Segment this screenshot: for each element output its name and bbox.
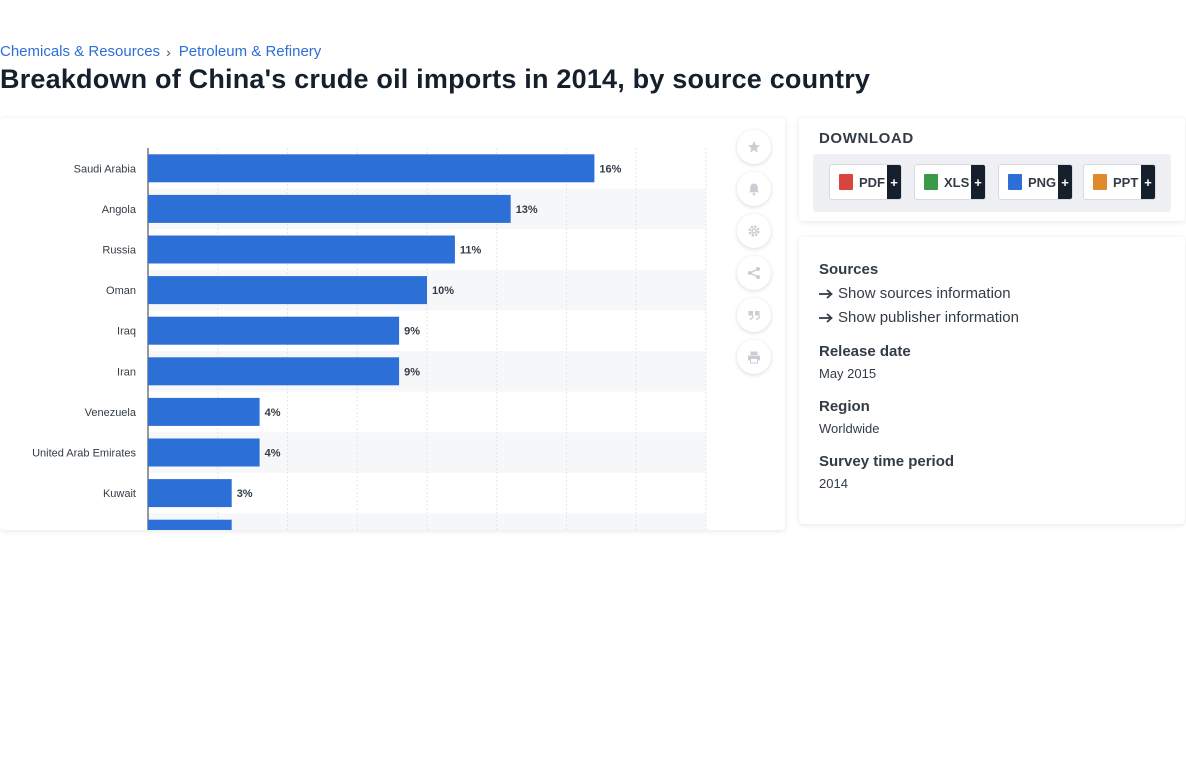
bar-partial — [148, 519, 232, 530]
page-title: Breakdown of China's crude oil imports i… — [0, 64, 871, 94]
settings-button[interactable] — [737, 214, 771, 248]
chart-card: Saudi Arabia 16% Angola 13% Russia 11% Oman 10%… — [0, 118, 785, 530]
category-label: Iraq — [117, 326, 136, 338]
download-ppt-plus[interactable]: + — [1141, 165, 1155, 199]
arrow-right-icon — [819, 312, 833, 323]
download-pdf-button[interactable]: PDF + — [829, 164, 902, 200]
download-title: DOWNLOAD — [819, 130, 914, 147]
notification-button[interactable] — [737, 172, 771, 206]
bar-russia — [148, 235, 455, 264]
region-value: Worldwide — [819, 421, 880, 436]
show-sources-label: Show sources information — [838, 285, 1011, 302]
bar-kuwait — [148, 479, 232, 508]
survey-period-value: 2014 — [819, 476, 848, 491]
value-label: 9% — [404, 326, 420, 338]
survey-period-heading: Survey time period — [819, 453, 955, 470]
release-date-value: May 2015 — [819, 366, 877, 381]
arrow-right-icon — [819, 288, 833, 299]
breadcrumb: Chemicals & Resources › Petroleum & Refi… — [0, 43, 321, 60]
download-buttons: PDF + XLS + PNG + PPT + — [813, 154, 1171, 212]
category-label: United Arab Emirates — [32, 448, 136, 460]
download-png-plus[interactable]: + — [1058, 165, 1072, 199]
quote-icon — [748, 311, 761, 320]
category-label: Saudi Arabia — [74, 163, 137, 175]
sources-heading: Sources — [819, 261, 879, 278]
show-publisher-link[interactable]: Show publisher information — [819, 309, 1019, 326]
value-label: 16% — [599, 163, 621, 175]
download-png-button[interactable]: PNG + — [998, 164, 1073, 200]
show-sources-link[interactable]: Show sources information — [819, 285, 1011, 302]
category-label: Russia — [102, 245, 137, 257]
png-file-icon — [1008, 174, 1022, 190]
star-icon — [748, 141, 760, 153]
bar-venezuela — [148, 397, 260, 426]
pdf-file-icon — [839, 174, 853, 190]
value-label: 9% — [404, 366, 420, 378]
download-pdf-label: PDF — [859, 174, 885, 190]
value-label: 4% — [265, 407, 281, 419]
cite-button[interactable] — [737, 298, 771, 332]
breadcrumb-link-chemicals[interactable]: Chemicals & Resources — [0, 43, 161, 60]
value-label: 4% — [265, 448, 281, 460]
bar-iraq — [148, 316, 400, 345]
gear-icon — [748, 225, 760, 237]
value-label: 13% — [516, 204, 538, 216]
bar-chart: Saudi Arabia 16% Angola 13% Russia 11% Oman 10%… — [32, 148, 707, 530]
category-label: Iran — [117, 366, 136, 378]
breadcrumb-link-petroleum[interactable]: Petroleum & Refinery — [178, 43, 322, 60]
print-icon — [748, 351, 760, 364]
value-label: 3% — [237, 488, 253, 500]
value-label: 11% — [460, 245, 482, 257]
download-png-label: PNG — [1028, 174, 1057, 190]
category-label: Oman — [106, 285, 136, 297]
region-heading: Region — [819, 398, 870, 415]
xls-file-icon — [924, 174, 938, 190]
release-date-heading: Release date — [819, 343, 911, 360]
share-icon — [748, 267, 760, 279]
bell-icon — [749, 183, 759, 196]
show-publisher-label: Show publisher information — [838, 309, 1019, 326]
bar-saudi-arabia — [148, 154, 595, 183]
info-panel: Sources Show sources information Show pu… — [799, 237, 1185, 524]
bar-oman — [148, 276, 427, 305]
bar-united-arab-emirates — [148, 438, 260, 467]
ppt-file-icon — [1093, 174, 1107, 190]
download-xls-plus[interactable]: + — [971, 165, 985, 199]
download-pdf-plus[interactable]: + — [887, 165, 901, 199]
download-xls-label: XLS — [944, 174, 970, 190]
print-button[interactable] — [737, 340, 771, 374]
category-label: Angola — [102, 204, 137, 216]
value-label: 10% — [432, 285, 454, 297]
download-panel: DOWNLOAD PDF + XLS + PNG + PPT + — [799, 118, 1185, 221]
download-xls-button[interactable]: XLS + — [914, 164, 986, 200]
favorite-button[interactable] — [737, 130, 771, 164]
bar-iran — [148, 357, 400, 386]
bar-angola — [148, 194, 511, 223]
breadcrumb-separator: › — [166, 43, 171, 60]
category-label: Venezuela — [85, 407, 137, 419]
download-ppt-label: PPT — [1113, 174, 1139, 190]
share-button[interactable] — [737, 256, 771, 290]
download-ppt-button[interactable]: PPT + — [1083, 164, 1156, 200]
category-label: Kuwait — [103, 488, 136, 500]
